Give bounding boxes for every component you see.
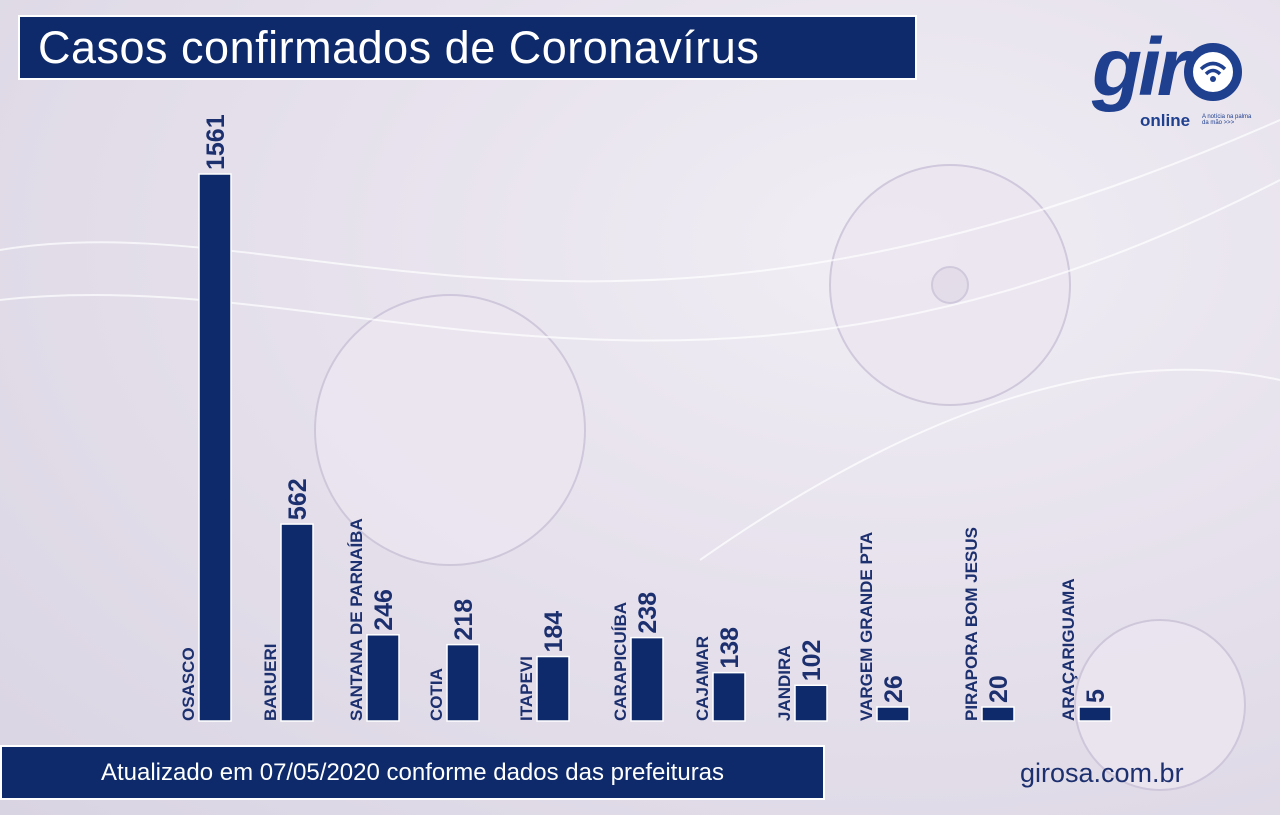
bar-8	[876, 706, 910, 722]
bar-9	[981, 706, 1015, 722]
category-label-1: BARUERI	[261, 644, 280, 721]
category-label-4: ITAPEVI	[517, 656, 536, 721]
chart-title-banner: Casos confirmados de Coronavírus	[18, 15, 917, 80]
giro-online-logo: giro online A notícia na palma da mão >>…	[1092, 22, 1252, 140]
value-label-8: 26	[880, 675, 908, 703]
value-label-6: 138	[716, 627, 744, 669]
footer-banner: Atualizado em 07/05/2020 conforme dados …	[0, 745, 825, 800]
bar-2	[366, 634, 400, 722]
value-label-3: 218	[450, 599, 478, 641]
bar-5	[630, 636, 664, 722]
bar-6	[712, 671, 746, 722]
logo-subtitle: online	[1140, 111, 1191, 130]
value-label-7: 102	[798, 640, 826, 682]
category-label-3: COTIA	[427, 668, 446, 721]
value-label-0: 1561	[202, 114, 230, 170]
category-label-0: OSASCO	[179, 647, 198, 721]
value-label-9: 20	[985, 675, 1013, 703]
bar-7	[794, 684, 828, 722]
bar-4	[536, 655, 570, 722]
value-label-1: 562	[284, 478, 312, 520]
category-label-9: PIRAPORA BOM JESUS	[962, 527, 981, 721]
bar-0	[198, 173, 232, 722]
category-label-8: VARGEM GRANDE PTA	[857, 532, 876, 721]
value-label-5: 238	[634, 592, 662, 634]
category-label-5: CARAPICUÍBA	[611, 602, 630, 721]
category-label-7: JANDIRA	[775, 645, 794, 721]
category-label-2: SANTANA DE PARNAÍBA	[347, 518, 366, 721]
site-url: girosa.com.br	[1020, 758, 1184, 788]
logo-tagline: A notícia na palma da mão >>>	[1202, 114, 1252, 126]
bar-3	[446, 643, 480, 722]
value-label-4: 184	[540, 611, 568, 653]
bar-10	[1078, 706, 1112, 722]
chart-title: Casos confirmados de Coronavírus	[38, 21, 760, 73]
wifi-icon	[1199, 61, 1227, 82]
category-label-6: CAJAMAR	[693, 636, 712, 721]
value-label-2: 246	[370, 589, 398, 631]
category-label-10: ARAÇARIGUAMA	[1059, 578, 1078, 721]
bar-1	[280, 523, 314, 722]
value-label-10: 5	[1082, 689, 1110, 703]
footer-note: Atualizado em 07/05/2020 conforme dados …	[100, 758, 725, 786]
